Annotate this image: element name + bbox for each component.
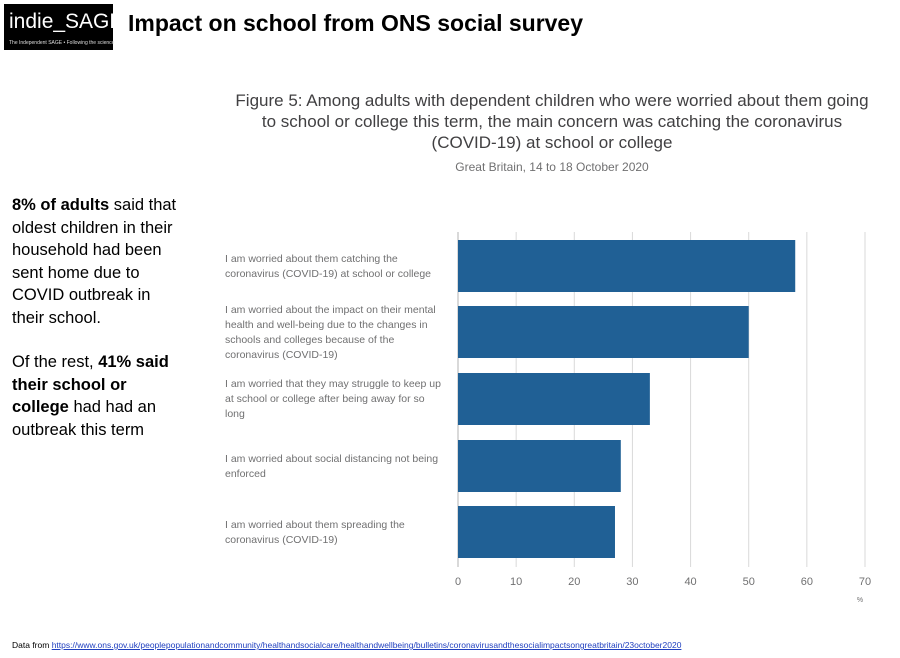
logo-tagline: The Independent SAGE • Following the sci…: [9, 40, 115, 46]
x-tick-label: 70: [859, 576, 871, 588]
x-tick-label: 60: [801, 576, 813, 588]
bar: [458, 506, 615, 558]
x-tick-label: 20: [568, 576, 580, 588]
bar: [458, 440, 621, 492]
chart-subtitle: Great Britain, 14 to 18 October 2020: [455, 160, 649, 174]
category-label: I am worried about them catching the cor…: [225, 253, 432, 280]
x-tick-label: 40: [684, 576, 696, 588]
bar: [458, 306, 749, 358]
category-label: I am worried about social distancing not…: [225, 453, 439, 480]
category-label: I am worried about them spreading the co…: [225, 519, 405, 546]
logo-text: indie_SAGE: [9, 10, 124, 33]
x-tick-label: 50: [743, 576, 755, 588]
source-label: Data from: [12, 640, 50, 650]
summary-text-1: said that oldest children in their house…: [12, 196, 177, 327]
summary-paragraph-1: 8% of adults said that oldest children i…: [12, 194, 182, 329]
x-tick-label: 0: [455, 576, 461, 588]
source-link[interactable]: https://www.ons.gov.uk/peoplepopulationa…: [51, 640, 682, 650]
x-axis-unit: %: [857, 597, 863, 604]
summary-text-2b: had had an outbreak this term: [12, 398, 157, 439]
chart-title: Figure 5: Among adults with dependent ch…: [235, 91, 869, 152]
category-label: I am worried that they may struggle to k…: [225, 378, 441, 420]
summary-highlight-1: 8% of adults: [12, 196, 110, 214]
source-note: Data from https://www.ons.gov.uk/peoplep…: [12, 640, 681, 650]
bar: [458, 240, 796, 292]
bar: [458, 373, 650, 425]
x-tick-label: 30: [626, 576, 638, 588]
category-label: I am worried about the impact on their m…: [225, 304, 436, 361]
slide-title: Impact on school from ONS social survey: [128, 10, 584, 36]
x-tick-label: 10: [510, 576, 522, 588]
summary-paragraph-2: Of the rest, 41% said their school or co…: [12, 351, 182, 441]
summary-highlight-2: 41% said their school or college: [12, 353, 169, 416]
summary-text: 8% of adults said that oldest children i…: [12, 194, 182, 463]
summary-text-2a: Of the rest,: [12, 353, 99, 371]
indie-sage-logo: indie_SAGE The Independent SAGE • Follow…: [4, 4, 123, 50]
